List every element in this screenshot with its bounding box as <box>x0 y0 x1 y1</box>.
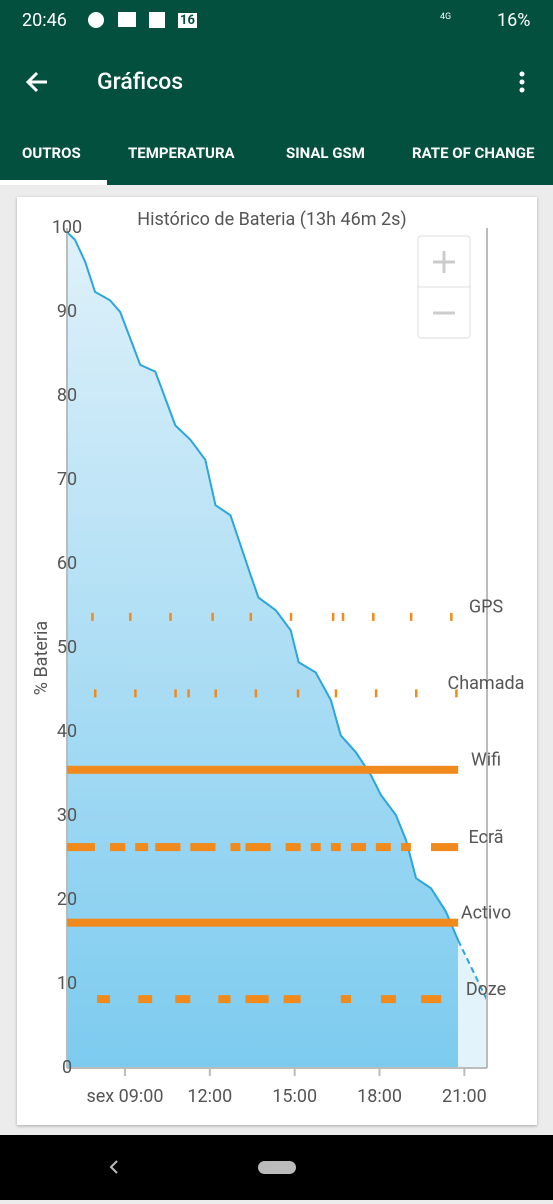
event-bar <box>375 843 391 852</box>
nav-back[interactable] <box>109 1160 118 1174</box>
event-tick <box>187 689 190 698</box>
event-bar <box>245 995 269 1004</box>
tab[interactable]: OUTROS <box>22 144 81 162</box>
event-bar <box>96 995 110 1004</box>
line <box>66 231 460 941</box>
nav-home[interactable] <box>258 1161 296 1174</box>
x-tick-label: 12:00 <box>187 1086 232 1107</box>
lane-label: Wifi <box>471 750 501 771</box>
event-tick <box>129 612 132 621</box>
event-bar <box>218 995 231 1004</box>
event-bar <box>283 995 301 1004</box>
event-bar <box>330 843 341 852</box>
y-tick-label: 0 <box>62 1057 72 1078</box>
lane-label: Activo <box>461 902 511 923</box>
event-bar <box>138 995 153 1004</box>
x-tick-label: sex 09:00 <box>86 1086 163 1107</box>
event-bar <box>175 995 191 1004</box>
y-tick-label: 50 <box>57 637 77 658</box>
nav-icons <box>109 1160 296 1174</box>
event-tick <box>94 689 97 698</box>
lane-label: Doze <box>466 979 506 1000</box>
icon <box>149 12 165 28</box>
event-bar <box>421 995 442 1004</box>
chart-title: Histórico de Bateria (13h 46m 2s) <box>137 209 406 230</box>
y-tick-label: 40 <box>57 721 77 742</box>
network: 4G <box>440 12 452 22</box>
y-tick-label: 100 <box>52 217 82 238</box>
event-bar <box>340 995 351 1004</box>
zoom-controls[interactable] <box>417 235 471 339</box>
y-tick-label: 90 <box>57 301 77 322</box>
event-bar <box>245 843 271 852</box>
y-tick-label: 30 <box>57 805 77 826</box>
battery: 16% <box>497 10 531 31</box>
x-tick-label: 21:00 <box>442 1086 487 1107</box>
event-tick <box>334 689 338 698</box>
back-button[interactable] <box>25 71 47 93</box>
tab[interactable]: SINAL GSM <box>286 144 365 162</box>
event-bar <box>380 995 396 1004</box>
calendar-icon: 16 <box>178 13 197 28</box>
tab[interactable]: RATE OF CHANGE <box>412 144 535 162</box>
y-tick-label: 20 <box>57 889 77 910</box>
event-bar <box>155 843 181 852</box>
icon <box>88 12 104 28</box>
event-tick <box>211 612 214 621</box>
lane-label: Chamada <box>448 673 525 694</box>
event-tick <box>134 689 137 698</box>
status-time: 20:46 <box>22 10 67 31</box>
tab[interactable]: TEMPERATURA <box>128 144 235 162</box>
event-tick <box>450 612 453 621</box>
event-bar <box>135 843 149 852</box>
icon <box>118 12 136 27</box>
event-bar <box>350 843 366 852</box>
x-tick-label: 18:00 <box>357 1086 402 1107</box>
event-tick <box>415 689 418 698</box>
event-bar <box>67 918 459 927</box>
event-tick <box>91 612 94 621</box>
event-tick <box>254 689 258 698</box>
nav-bar <box>0 1135 553 1200</box>
y-axis-label: % Bateria <box>31 621 52 695</box>
area <box>67 232 459 1068</box>
event-tick <box>409 612 413 621</box>
event-tick <box>249 612 253 621</box>
tab-indicator <box>0 180 107 185</box>
event-tick <box>341 612 345 621</box>
menu-button[interactable] <box>519 71 525 93</box>
event-bar <box>431 843 459 852</box>
lane-label: GPS <box>469 597 504 618</box>
toolbar-icons <box>25 71 525 93</box>
event-bar <box>285 843 301 852</box>
event-tick <box>169 612 172 621</box>
y-tick-label: 70 <box>57 469 77 490</box>
event-tick <box>331 612 335 621</box>
line <box>457 939 488 1001</box>
event-tick <box>214 689 217 698</box>
event-bar <box>67 843 95 852</box>
event-tick <box>174 689 177 698</box>
event-tick <box>372 612 375 621</box>
lane-label: Ecrã <box>468 827 503 848</box>
event-tick <box>289 612 293 621</box>
event-tick <box>455 689 458 698</box>
event-bar <box>310 843 321 852</box>
app-title: Gráficos <box>97 68 184 95</box>
area <box>458 940 487 1068</box>
chart: Histórico de Bateria (13h 46m 2s) % Bate… <box>31 209 525 1107</box>
event-tick <box>296 689 300 698</box>
header: 20:46 16 4G 16% Gráficos OUTROS TEMPERATU… <box>0 0 553 185</box>
y-tick-label: 60 <box>57 553 77 574</box>
y-tick-label: 80 <box>57 385 77 406</box>
event-tick <box>374 689 378 698</box>
x-tick-label: 15:00 <box>272 1086 317 1107</box>
event-bar <box>401 843 411 852</box>
event-bar <box>230 843 241 852</box>
event-bar <box>109 843 126 852</box>
y-tick-label: 10 <box>57 973 77 994</box>
event-bar <box>67 765 459 774</box>
event-bar <box>190 843 216 852</box>
